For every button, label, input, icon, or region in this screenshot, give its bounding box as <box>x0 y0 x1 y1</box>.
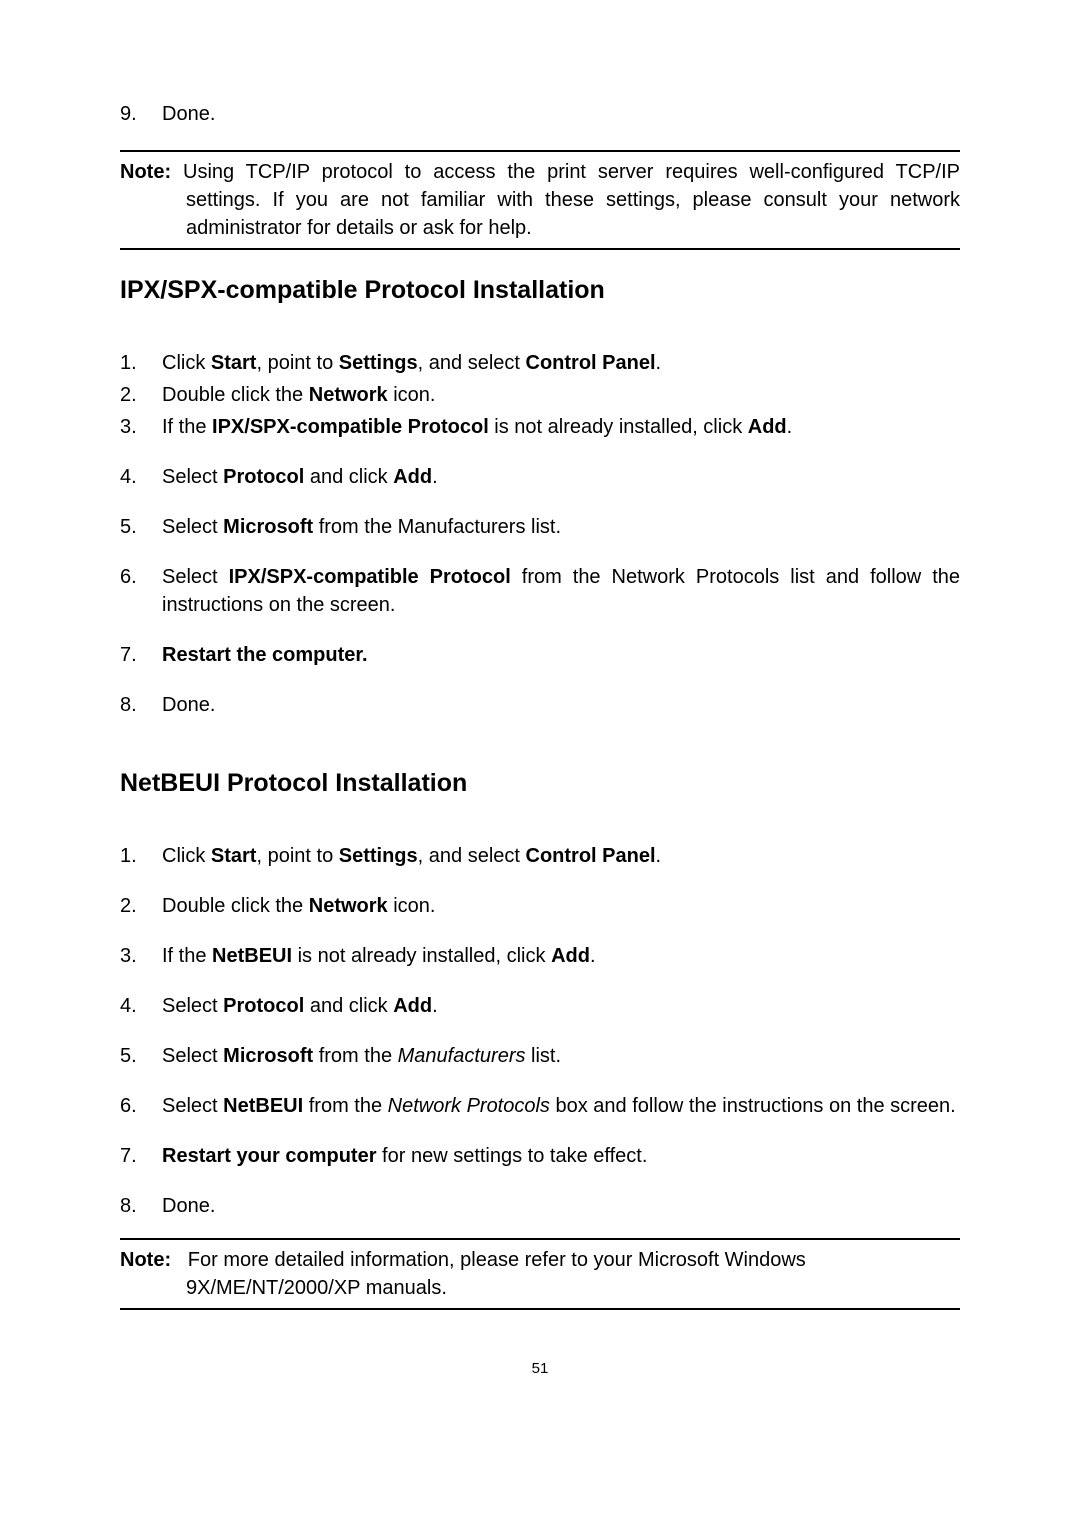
item-number: 6. <box>120 563 162 619</box>
list-item: 7. Restart your computer for new setting… <box>120 1142 960 1170</box>
list-item: 3. If the IPX/SPX-compatible Protocol is… <box>120 413 960 441</box>
item-number: 7. <box>120 1142 162 1170</box>
note-text: For more detailed information, please re… <box>188 1249 806 1271</box>
note-box: Note: Using TCP/IP protocol to access th… <box>120 158 960 242</box>
item-text: Select Microsoft from the Manufacturers … <box>162 1042 960 1070</box>
item-number: 3. <box>120 942 162 970</box>
note-text: 9X/ME/NT/2000/XP manuals. <box>120 1274 960 1302</box>
list-item: 7. Restart the computer. <box>120 641 960 669</box>
item-text: Restart the computer. <box>162 641 960 669</box>
item-number: 5. <box>120 513 162 541</box>
item-number: 6. <box>120 1092 162 1120</box>
section-heading: NetBEUI Protocol Installation <box>120 769 960 798</box>
item-number: 7. <box>120 641 162 669</box>
document-page: 9. Done. Note: Using TCP/IP protocol to … <box>0 0 1080 1437</box>
list-item: 9. Done. <box>120 100 960 128</box>
item-number: 3. <box>120 413 162 441</box>
note-label: Note: <box>120 161 171 183</box>
item-number: 4. <box>120 992 162 1020</box>
item-number: 4. <box>120 463 162 491</box>
item-text: If the NetBEUI is not already installed,… <box>162 942 960 970</box>
list-item: 4. Select Protocol and click Add. <box>120 992 960 1020</box>
item-text: Select Protocol and click Add. <box>162 463 960 491</box>
item-number: 1. <box>120 349 162 377</box>
item-text: Select IPX/SPX-compatible Protocol from … <box>162 563 960 619</box>
list-item: 4. Select Protocol and click Add. <box>120 463 960 491</box>
item-number: 2. <box>120 892 162 920</box>
item-text: If the IPX/SPX-compatible Protocol is no… <box>162 413 960 441</box>
item-text: Done. <box>162 691 960 719</box>
list-item: 8. Done. <box>120 691 960 719</box>
note-text: Using TCP/IP protocol to access the prin… <box>183 161 960 239</box>
list-item: 1. Click Start, point to Settings, and s… <box>120 842 960 870</box>
item-number: 8. <box>120 691 162 719</box>
item-number: 5. <box>120 1042 162 1070</box>
item-text: Select Microsoft from the Manufacturers … <box>162 513 960 541</box>
list-item: 6. Select IPX/SPX-compatible Protocol fr… <box>120 563 960 619</box>
section-heading: IPX/SPX-compatible Protocol Installation <box>120 276 960 305</box>
list-item: 1. Click Start, point to Settings, and s… <box>120 349 960 377</box>
list-item: 6. Select NetBEUI from the Network Proto… <box>120 1092 960 1120</box>
item-number: 1. <box>120 842 162 870</box>
item-number: 2. <box>120 381 162 409</box>
item-text: Click Start, point to Settings, and sele… <box>162 842 960 870</box>
item-text: Click Start, point to Settings, and sele… <box>162 349 960 377</box>
list-item: 8. Done. <box>120 1192 960 1220</box>
horizontal-rule <box>120 150 960 152</box>
item-text: Done. <box>162 1192 960 1220</box>
horizontal-rule <box>120 1238 960 1240</box>
item-text: Double click the Network icon. <box>162 381 960 409</box>
item-text: Restart your computer for new settings t… <box>162 1142 960 1170</box>
list-item: 2. Double click the Network icon. <box>120 892 960 920</box>
item-number: 8. <box>120 1192 162 1220</box>
page-number: 51 <box>120 1360 960 1377</box>
list-item: 3. If the NetBEUI is not already install… <box>120 942 960 970</box>
item-text: Done. <box>162 100 960 128</box>
list-item: 5. Select Microsoft from the Manufacture… <box>120 1042 960 1070</box>
item-text: Select NetBEUI from the Network Protocol… <box>162 1092 960 1120</box>
item-text: Select Protocol and click Add. <box>162 992 960 1020</box>
list-item: 2. Double click the Network icon. <box>120 381 960 409</box>
list-item: 5. Select Microsoft from the Manufacture… <box>120 513 960 541</box>
horizontal-rule <box>120 248 960 250</box>
horizontal-rule <box>120 1308 960 1310</box>
item-number: 9. <box>120 100 162 128</box>
note-label: Note: <box>120 1249 171 1271</box>
note-box: Note: For more detailed information, ple… <box>120 1246 960 1302</box>
item-text: Double click the Network icon. <box>162 892 960 920</box>
